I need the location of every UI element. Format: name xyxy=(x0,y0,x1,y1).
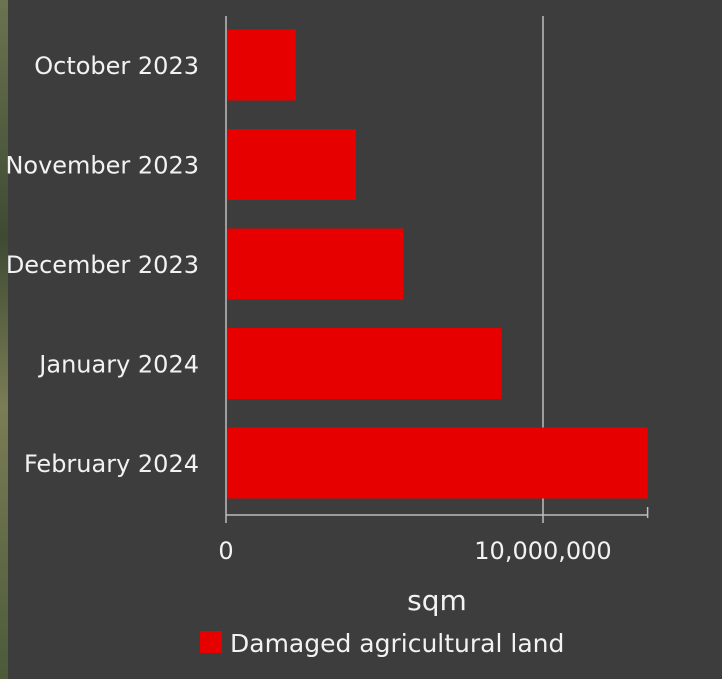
bar xyxy=(227,328,502,399)
legend-swatch xyxy=(200,631,222,653)
legend-label: Damaged agricultural land xyxy=(230,629,564,658)
x-tick-label: 10,000,000 xyxy=(474,537,611,565)
category-label: December 2023 xyxy=(6,251,199,279)
bar xyxy=(227,228,404,300)
bar xyxy=(227,129,356,200)
x-tick-label: 0 xyxy=(218,537,233,565)
bars xyxy=(227,29,648,499)
axes xyxy=(225,16,649,518)
category-label: February 2024 xyxy=(24,450,199,478)
legend: Damaged agricultural land xyxy=(200,629,564,658)
category-label: January 2024 xyxy=(37,351,199,379)
x-tick-labels: 0 10,000,000 xyxy=(218,537,611,565)
category-labels: October 2023 November 2023 December 2023 Ja… xyxy=(5,52,199,478)
bar xyxy=(227,427,648,499)
map-background-edge xyxy=(0,0,8,679)
x-axis-title: sqm xyxy=(407,584,467,617)
category-label: November 2023 xyxy=(5,152,199,180)
bar xyxy=(227,29,296,101)
category-label: October 2023 xyxy=(34,52,199,80)
